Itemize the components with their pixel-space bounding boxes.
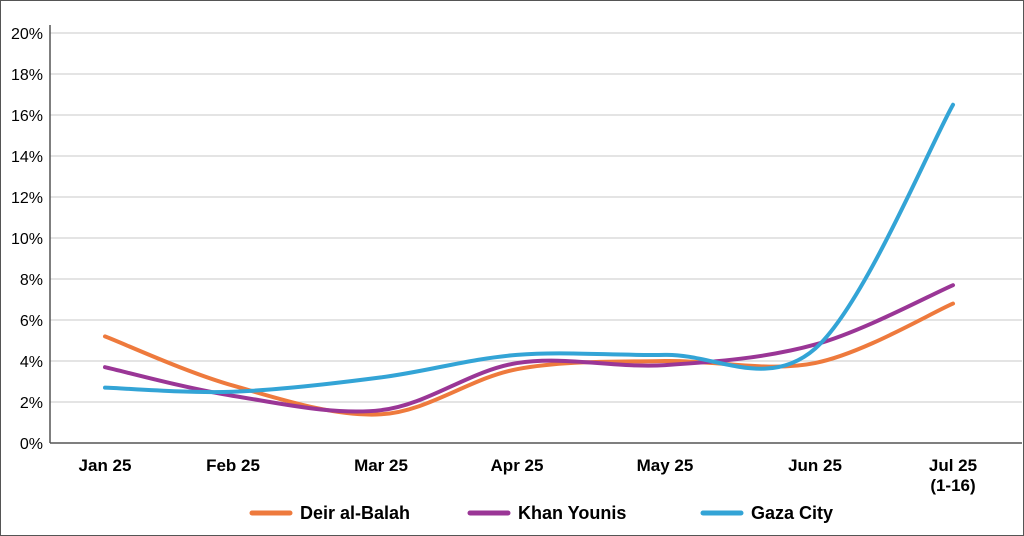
series-line-deir-al-balah <box>103 301 955 417</box>
x-tick-label: Jun 25 <box>788 456 842 475</box>
legend-item: Deir al-Balah <box>249 503 410 523</box>
series-lines <box>103 102 955 417</box>
y-tick-label: 10% <box>11 231 43 248</box>
x-tick-label: Mar 25 <box>354 456 408 475</box>
y-tick-label: 4% <box>20 354 43 371</box>
legend-label: Khan Younis <box>518 503 626 523</box>
y-tick-label: 0% <box>20 436 43 453</box>
grid-lines <box>50 32 1022 403</box>
y-tick-label: 16% <box>11 108 43 125</box>
x-tick-label: Jan 25 <box>79 456 132 475</box>
x-tick-label: Apr 25 <box>491 456 544 475</box>
y-axis-ticks: 0% 2% 4% 6% 8% 10% 12% 14% 16% 18% 20% <box>11 26 43 453</box>
x-tick-label: Feb 25 <box>206 456 260 475</box>
legend-label: Deir al-Balah <box>300 503 410 523</box>
y-tick-label: 20% <box>11 26 43 43</box>
x-axis-ticks: Jan 25 Feb 25 Mar 25 Apr 25 May 25 Jun 25 Jul … <box>79 456 978 495</box>
series-line-gaza-city <box>103 102 955 395</box>
y-tick-label: 8% <box>20 272 43 289</box>
legend-item: Gaza City <box>700 503 833 523</box>
legend-item: Khan Younis <box>467 503 626 523</box>
legend: Deir al-Balah Khan Younis Gaza City <box>249 503 833 523</box>
y-tick-label: 14% <box>11 149 43 166</box>
x-tick-label: Jul 25 (1-16) <box>929 456 977 495</box>
x-axis <box>49 25 1022 444</box>
x-tick-label: May 25 <box>637 456 694 475</box>
y-tick-label: 2% <box>20 395 43 412</box>
y-tick-label: 12% <box>11 190 43 207</box>
legend-label: Gaza City <box>751 503 833 523</box>
y-tick-label: 6% <box>20 313 43 330</box>
y-tick-label: 18% <box>11 67 43 84</box>
series-line-khan-younis <box>103 283 955 414</box>
